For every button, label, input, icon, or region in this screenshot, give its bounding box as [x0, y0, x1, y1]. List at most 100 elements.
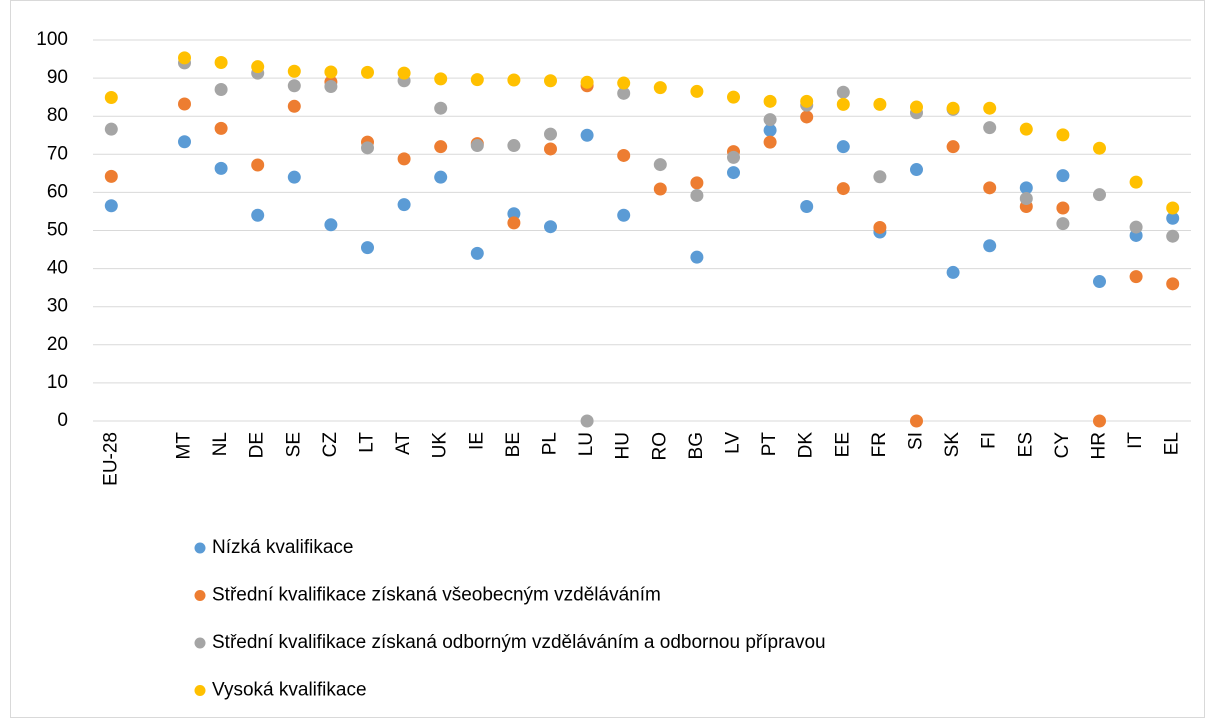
dot: [800, 94, 814, 108]
dot: [1019, 181, 1033, 195]
dot: [1093, 188, 1106, 202]
legend-label: Střední kvalifikace získaná odborným vzd…: [212, 632, 826, 653]
dot: [836, 85, 850, 99]
dot: [251, 158, 265, 172]
dot: [544, 142, 557, 156]
legend-label: Nízká kvalifikace: [212, 537, 354, 558]
dot: [800, 110, 814, 124]
x-tick-label: HR: [1089, 432, 1110, 459]
dot: [1093, 141, 1106, 155]
y-tick-label: 50: [47, 220, 68, 241]
y-tick-label: 20: [47, 334, 68, 355]
dot: [470, 246, 484, 260]
x-tick-label: SI: [906, 432, 927, 450]
x-tick-label: LT: [357, 432, 378, 453]
dot: [507, 73, 521, 87]
dot: [397, 152, 411, 166]
x-tick-label: AT: [393, 432, 414, 455]
dot: [361, 241, 374, 255]
legend-label: Střední kvalifikace získaná všeobecným v…: [212, 585, 661, 606]
x-tick-label: LV: [723, 432, 744, 454]
dot: [1129, 270, 1143, 284]
x-tick-label: CY: [1052, 432, 1073, 459]
dot: [690, 188, 704, 202]
chart-border: [10, 0, 1205, 718]
dot: [178, 135, 191, 149]
dot: [873, 97, 887, 111]
y-tick-label: 30: [47, 296, 68, 317]
dot: [507, 216, 521, 230]
x-tick-label: DE: [247, 432, 268, 458]
dot: [763, 113, 777, 127]
dot: [836, 182, 850, 196]
dot: [287, 170, 301, 184]
y-tick-label: 40: [47, 258, 68, 279]
dot: [580, 75, 594, 89]
x-tick-label: RO: [649, 432, 670, 461]
dot: [1129, 175, 1143, 189]
x-tick-label: MT: [174, 432, 195, 460]
dot: [1056, 169, 1070, 183]
dot: [104, 199, 118, 213]
dot: [1093, 275, 1106, 289]
dot: [1129, 220, 1143, 234]
dot: [727, 150, 740, 164]
dot: [727, 90, 740, 104]
dot: [104, 122, 118, 136]
dot: [507, 207, 521, 221]
dot: [214, 161, 228, 175]
x-tick-label: EL: [1162, 432, 1183, 455]
x-tick-label: FI: [979, 432, 1000, 449]
x-tick-label: SE: [283, 432, 304, 457]
x-tick-label: IE: [466, 432, 487, 450]
dot: [214, 121, 228, 135]
y-tick-label: 100: [36, 29, 68, 50]
dot: [287, 99, 301, 113]
x-tick-label: PL: [540, 432, 561, 455]
dot: [178, 97, 191, 111]
dot: [580, 414, 594, 428]
dot: [1166, 277, 1180, 291]
x-tick-label: FR: [869, 432, 890, 457]
dot: [910, 414, 923, 428]
dot: [727, 166, 740, 180]
dot: [983, 239, 997, 253]
dot: [434, 170, 448, 184]
x-tick-label: EE: [832, 432, 853, 457]
dot: [324, 79, 338, 93]
y-tick-label: 80: [47, 105, 68, 126]
x-tick-label: DK: [796, 432, 817, 459]
legend-marker: [194, 637, 206, 649]
dot: [617, 86, 631, 100]
dot: [983, 121, 997, 135]
dot: [507, 139, 521, 153]
dot: [1056, 201, 1070, 215]
dot: [763, 123, 777, 137]
dot: [873, 170, 887, 184]
dot: [910, 163, 923, 177]
dot: [251, 208, 265, 222]
dot: [653, 182, 667, 196]
dot: [873, 220, 887, 234]
dot: [397, 66, 411, 80]
legend-marker: [194, 542, 206, 554]
x-tick-label: SK: [942, 432, 963, 458]
dot: [470, 73, 484, 87]
dot: [434, 72, 448, 86]
dot: [1093, 414, 1106, 428]
dot: [470, 139, 484, 153]
dot: [287, 64, 301, 78]
dot: [251, 60, 265, 74]
x-tick-label: IT: [1125, 432, 1146, 449]
dot: [690, 250, 704, 264]
dot: [104, 91, 118, 105]
x-tick-label: ES: [1015, 432, 1036, 457]
dot: [653, 81, 667, 95]
y-tick-label: 70: [47, 143, 68, 164]
dot: [946, 101, 960, 115]
dot: [983, 101, 997, 115]
dot: [1166, 229, 1180, 243]
dot: [690, 84, 704, 98]
y-tick-label: 10: [47, 372, 68, 393]
dot: [983, 181, 997, 195]
